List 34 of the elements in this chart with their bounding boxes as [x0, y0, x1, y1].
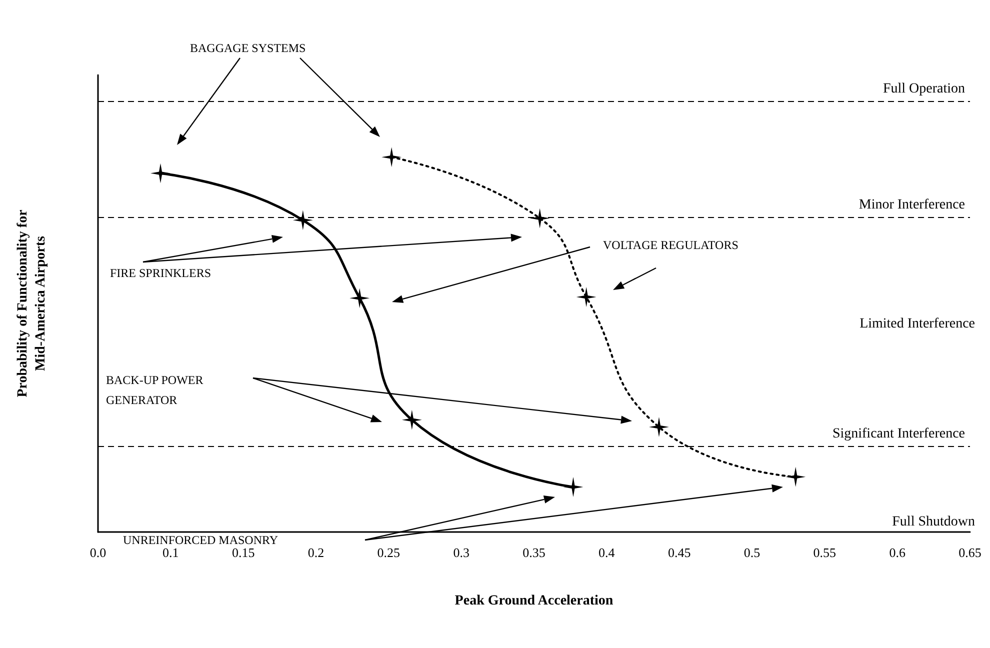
point [648, 417, 669, 438]
ref-line-label: Significant Interference [832, 426, 965, 442]
point [350, 288, 370, 308]
point [150, 163, 170, 184]
x-tick-label: 0.6 [889, 545, 906, 560]
x-tick-label: 0.3 [453, 545, 470, 560]
annotation: FIRE SPRINKLERS [110, 266, 212, 280]
x-tick-label: 0.35 [522, 545, 546, 560]
x-tick-label: 0.45 [668, 545, 691, 560]
text: UNREINFORCED MASONRY [123, 533, 278, 547]
x-tick-label: 0.15 [232, 545, 255, 560]
x-tick-label: 0.55 [813, 545, 836, 560]
x-tick-label: 0.65 [958, 545, 982, 560]
x-axis-title: Peak Ground Acceleration [454, 594, 614, 608]
x-tick-label: 0.1 [162, 545, 179, 560]
point [786, 466, 806, 487]
x-tick-label: 0.5 [744, 545, 760, 560]
annotation: Limited Interference [860, 316, 975, 332]
ref-line-label: Full Operation [882, 81, 965, 96]
y-axis-title: Probability of Functionality for Mid-America Airports [16, 210, 48, 398]
ref-line-label: Minor Interference [858, 198, 965, 213]
point [563, 477, 584, 498]
x-tick-label: 0.4 [598, 545, 616, 560]
point [402, 410, 422, 430]
annotation: BACK-UP POWER GENERATOR [106, 373, 204, 407]
point [292, 210, 313, 230]
point [576, 286, 596, 307]
x-tick-label: 0.25 [377, 545, 400, 560]
annotation: Full Shutdown [892, 514, 975, 530]
x-tick-label: 0.0 [90, 545, 106, 560]
annotation: VOLTAGE REGULATORS [603, 238, 738, 252]
text: BAGGAGE SYSTEMS [190, 41, 306, 55]
x-tick-label: 0.2 [308, 545, 324, 560]
point [382, 147, 402, 168]
